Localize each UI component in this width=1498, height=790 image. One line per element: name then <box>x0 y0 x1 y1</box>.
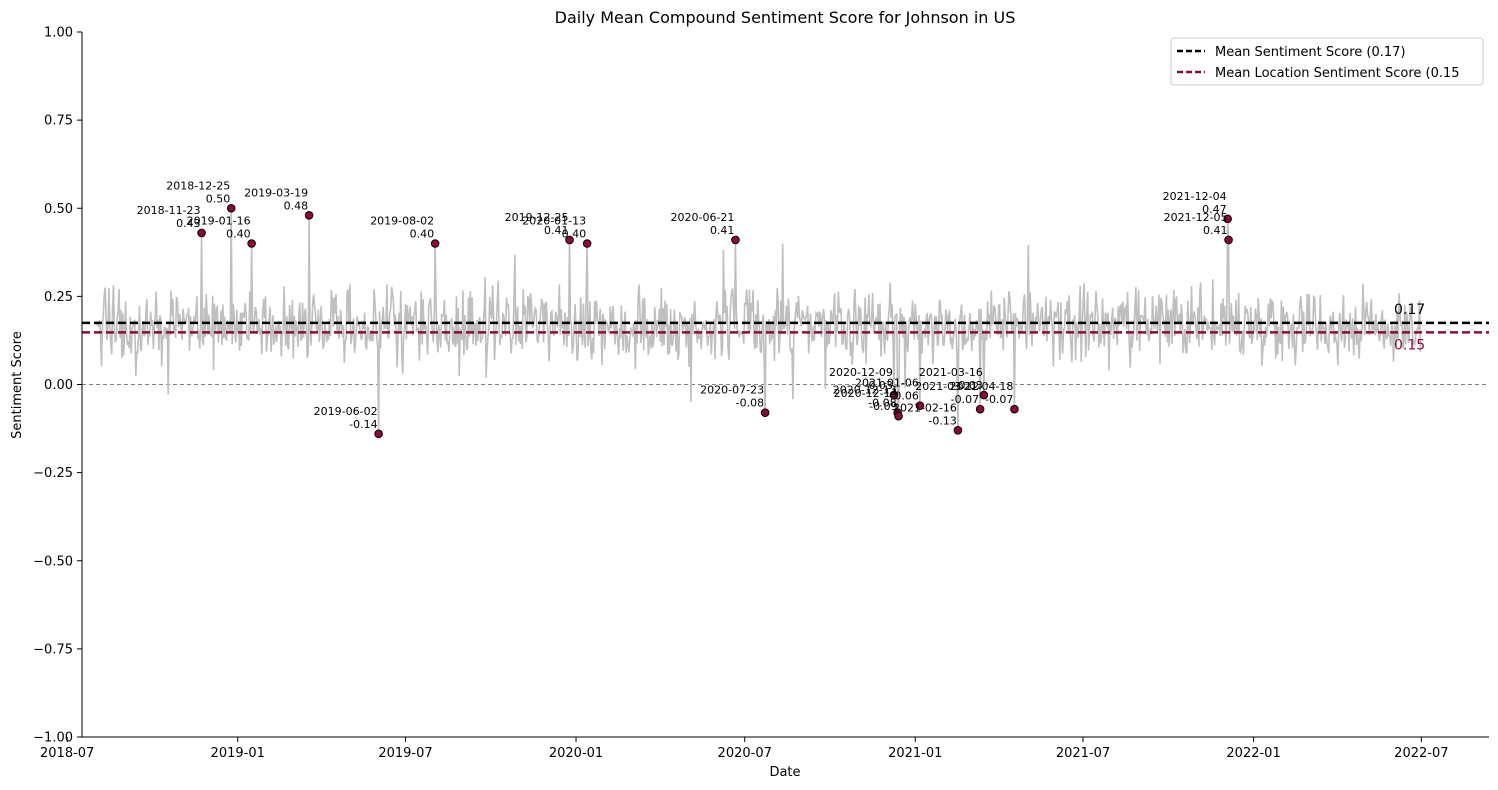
highlight-value-label: -0.08 <box>736 397 764 410</box>
highlight-point <box>582 239 592 248</box>
highlight-value-label: 0.40 <box>410 228 435 241</box>
x-tick-label: 2022-01 <box>1226 746 1280 761</box>
highlight-point <box>1224 235 1233 245</box>
highlight-date-label: 2019-08-02 <box>370 215 434 228</box>
highlight-value-label: -0.08 <box>868 397 896 410</box>
highlight-point <box>374 429 383 439</box>
highlight-date-label: 2020-01-13 <box>522 215 586 228</box>
highlight-date-label: 2021-12-04 <box>1163 190 1227 203</box>
highlight-date-label: 2020-12-13 <box>833 384 897 397</box>
x-tick-label: 2022-07 <box>1394 746 1448 761</box>
mean-sentiment-value-label: 0.17 <box>1394 302 1425 318</box>
y-tick-label: −1.00 <box>33 731 73 746</box>
y-tick-label: −0.25 <box>33 466 73 481</box>
y-tick-label: 0.50 <box>44 202 73 217</box>
highlight-date-label: 2020-07-23 <box>700 384 764 397</box>
highlight-value-label: 0.43 <box>176 217 201 230</box>
highlight-value-label: -0.03 <box>954 379 982 392</box>
highlight-date-label: 2021-02-16 <box>893 401 957 414</box>
chart-title: Daily Mean Compound Sentiment Score for … <box>555 8 1016 27</box>
highlight-point <box>953 426 963 435</box>
highlight-point <box>1010 404 1019 414</box>
highlight-value-label: 0.50 <box>206 192 231 205</box>
axes: 1.00 0.75 0.50 0.25 0.00 −0.25 −0.50 −0.75 −1.00… <box>33 26 1489 761</box>
highlight-point <box>760 408 770 418</box>
x-tick-label: 2020-01 <box>549 746 603 761</box>
highlight-point <box>915 401 925 410</box>
y-tick-label: 0.25 <box>44 290 73 305</box>
highlight-value-label: -0.03 <box>864 379 892 392</box>
y-tick-label: −0.75 <box>33 642 73 657</box>
x-tick-label: 2018-07 <box>40 746 94 761</box>
daily-sentiment-series <box>95 208 1422 434</box>
highlight-point <box>975 404 985 414</box>
highlight-date-label: 2020-06-21 <box>671 211 735 224</box>
highlight-value-label: 0.41 <box>1203 224 1228 237</box>
highlight-point <box>979 390 989 400</box>
highlight-date-label: 2021-04-18 <box>950 380 1014 393</box>
y-tick-label: −0.50 <box>33 554 73 569</box>
highlight-value-label: -0.09 <box>869 400 897 413</box>
mean-location-sentiment-value-label: 0.15 <box>1394 337 1425 353</box>
highlight-date-label: 2018-12-25 <box>166 179 230 192</box>
highlight-date-label: 2019-01-16 <box>187 215 251 228</box>
highlight-date-label: 2020-12-09 <box>829 366 893 379</box>
highlight-date-label: 2018-11-23 <box>137 204 201 217</box>
highlight-date-label: 2020-12-14 <box>834 387 898 400</box>
highlight-point <box>197 228 206 238</box>
highlight-point <box>731 235 740 245</box>
x-tick-label: 2019-01 <box>211 746 265 761</box>
y-tick-label: 0.00 <box>44 378 73 393</box>
highlight-value-label: 0.47 <box>1202 203 1227 216</box>
y-tick-label: 1.00 <box>44 26 73 41</box>
highlight-date-label: 2021-01-06 <box>855 377 919 390</box>
x-axis-label: Date <box>769 765 800 780</box>
x-tick-label: 2020-07 <box>718 746 772 761</box>
x-tick-label: 2021-01 <box>888 746 942 761</box>
highlight-value-label: 0.41 <box>544 224 569 237</box>
highlight-value-label: -0.13 <box>928 414 956 427</box>
highlight-value-label: -0.07 <box>951 393 979 406</box>
highlight-point <box>226 203 236 213</box>
highlight-value-label: 0.41 <box>710 224 735 237</box>
y-tick-label: 0.75 <box>44 114 73 129</box>
x-tick-label: 2019-07 <box>378 746 432 761</box>
highlight-value-label: -0.14 <box>349 418 377 431</box>
highlight-point <box>894 411 903 421</box>
x-tick-label: 2021-07 <box>1056 746 1110 761</box>
highlight-point <box>889 390 899 400</box>
highlight-date-label: 2019-06-02 <box>314 405 378 418</box>
highlight-date-label: 2021-03-16 <box>919 366 983 379</box>
highlight-date-label: 2019-03-19 <box>244 186 308 199</box>
highlight-value-label: -0.06 <box>890 390 918 403</box>
highlight-point <box>565 235 574 245</box>
highlight-value-label: 0.40 <box>562 228 587 241</box>
highlight-point <box>304 211 314 220</box>
highlight-value-label: 0.40 <box>226 228 251 241</box>
legend-label-location-mean: Mean Location Sentiment Score (0.15 <box>1215 66 1460 81</box>
highlight-date-label: 2019-12-25 <box>505 211 569 224</box>
highlight-value-label: 0.48 <box>284 199 309 212</box>
y-axis-label: Sentiment Score <box>10 331 25 439</box>
plot-area: 0.17 0.15 2018-11-230.43 2018-12-250.50 2019… <box>82 179 1489 439</box>
highlight-date-label: 2021-12-05 <box>1164 211 1228 224</box>
highlight-date-label: 2021-03-12 <box>915 380 979 393</box>
highlight-point <box>247 239 256 248</box>
legend-label-mean: Mean Sentiment Score (0.17) <box>1215 45 1406 60</box>
highlight-value-label: -0.07 <box>985 393 1013 406</box>
highlight-point <box>430 239 440 248</box>
highlight-point <box>1223 214 1232 224</box>
legend-box <box>1170 37 1484 86</box>
legend: Mean Sentiment Score (0.17) Mean Locatio… <box>1170 37 1484 86</box>
